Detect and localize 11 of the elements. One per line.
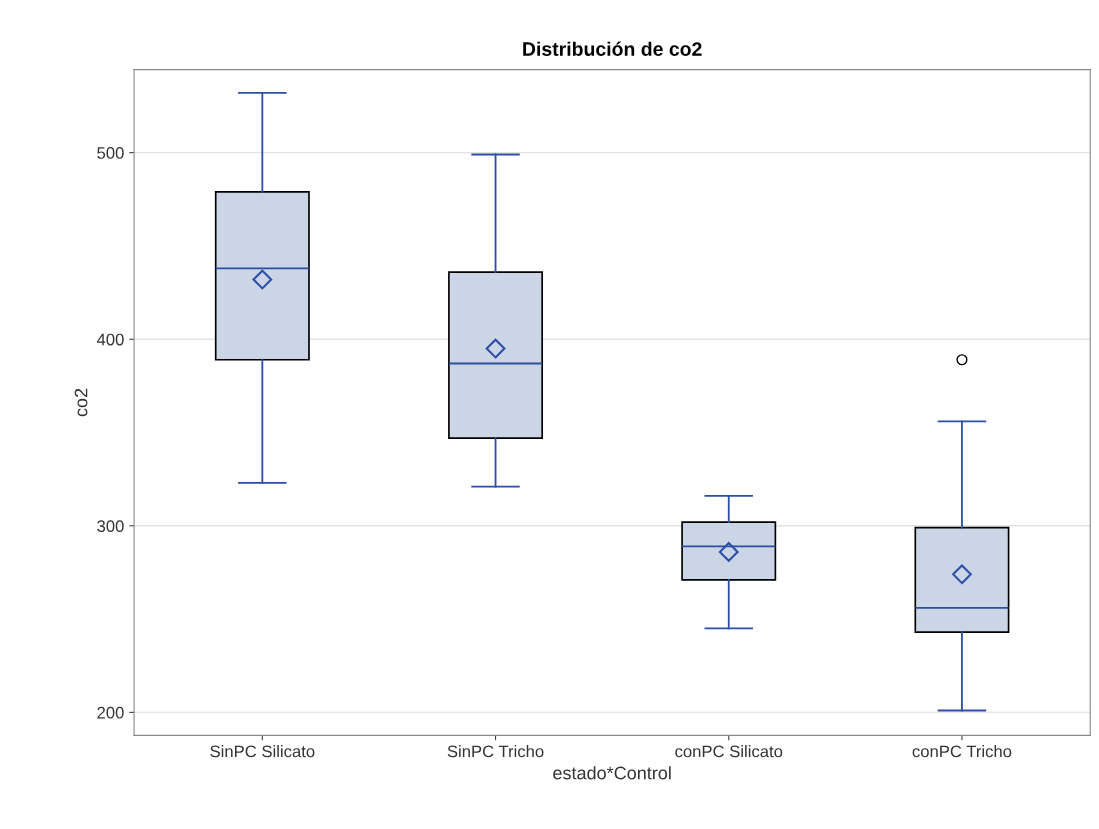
x-tick-label: SinPC Tricho xyxy=(447,745,544,758)
y-axis-title: co2 xyxy=(74,388,88,417)
x-axis-title: estado*Control xyxy=(553,766,671,780)
y-tick-label: 500 xyxy=(97,147,124,159)
y-tick-label: 300 xyxy=(97,520,124,533)
x-tick-label: conPC Tricho xyxy=(912,745,1012,758)
y-tick-label: 400 xyxy=(96,333,124,346)
x-tick-label: SinPC Silicato xyxy=(210,745,315,758)
x-tick-label: conPC Silicato xyxy=(675,745,783,758)
chart-title: Distribución de co2 xyxy=(523,41,702,56)
y-tick-label: 200 xyxy=(97,706,124,719)
